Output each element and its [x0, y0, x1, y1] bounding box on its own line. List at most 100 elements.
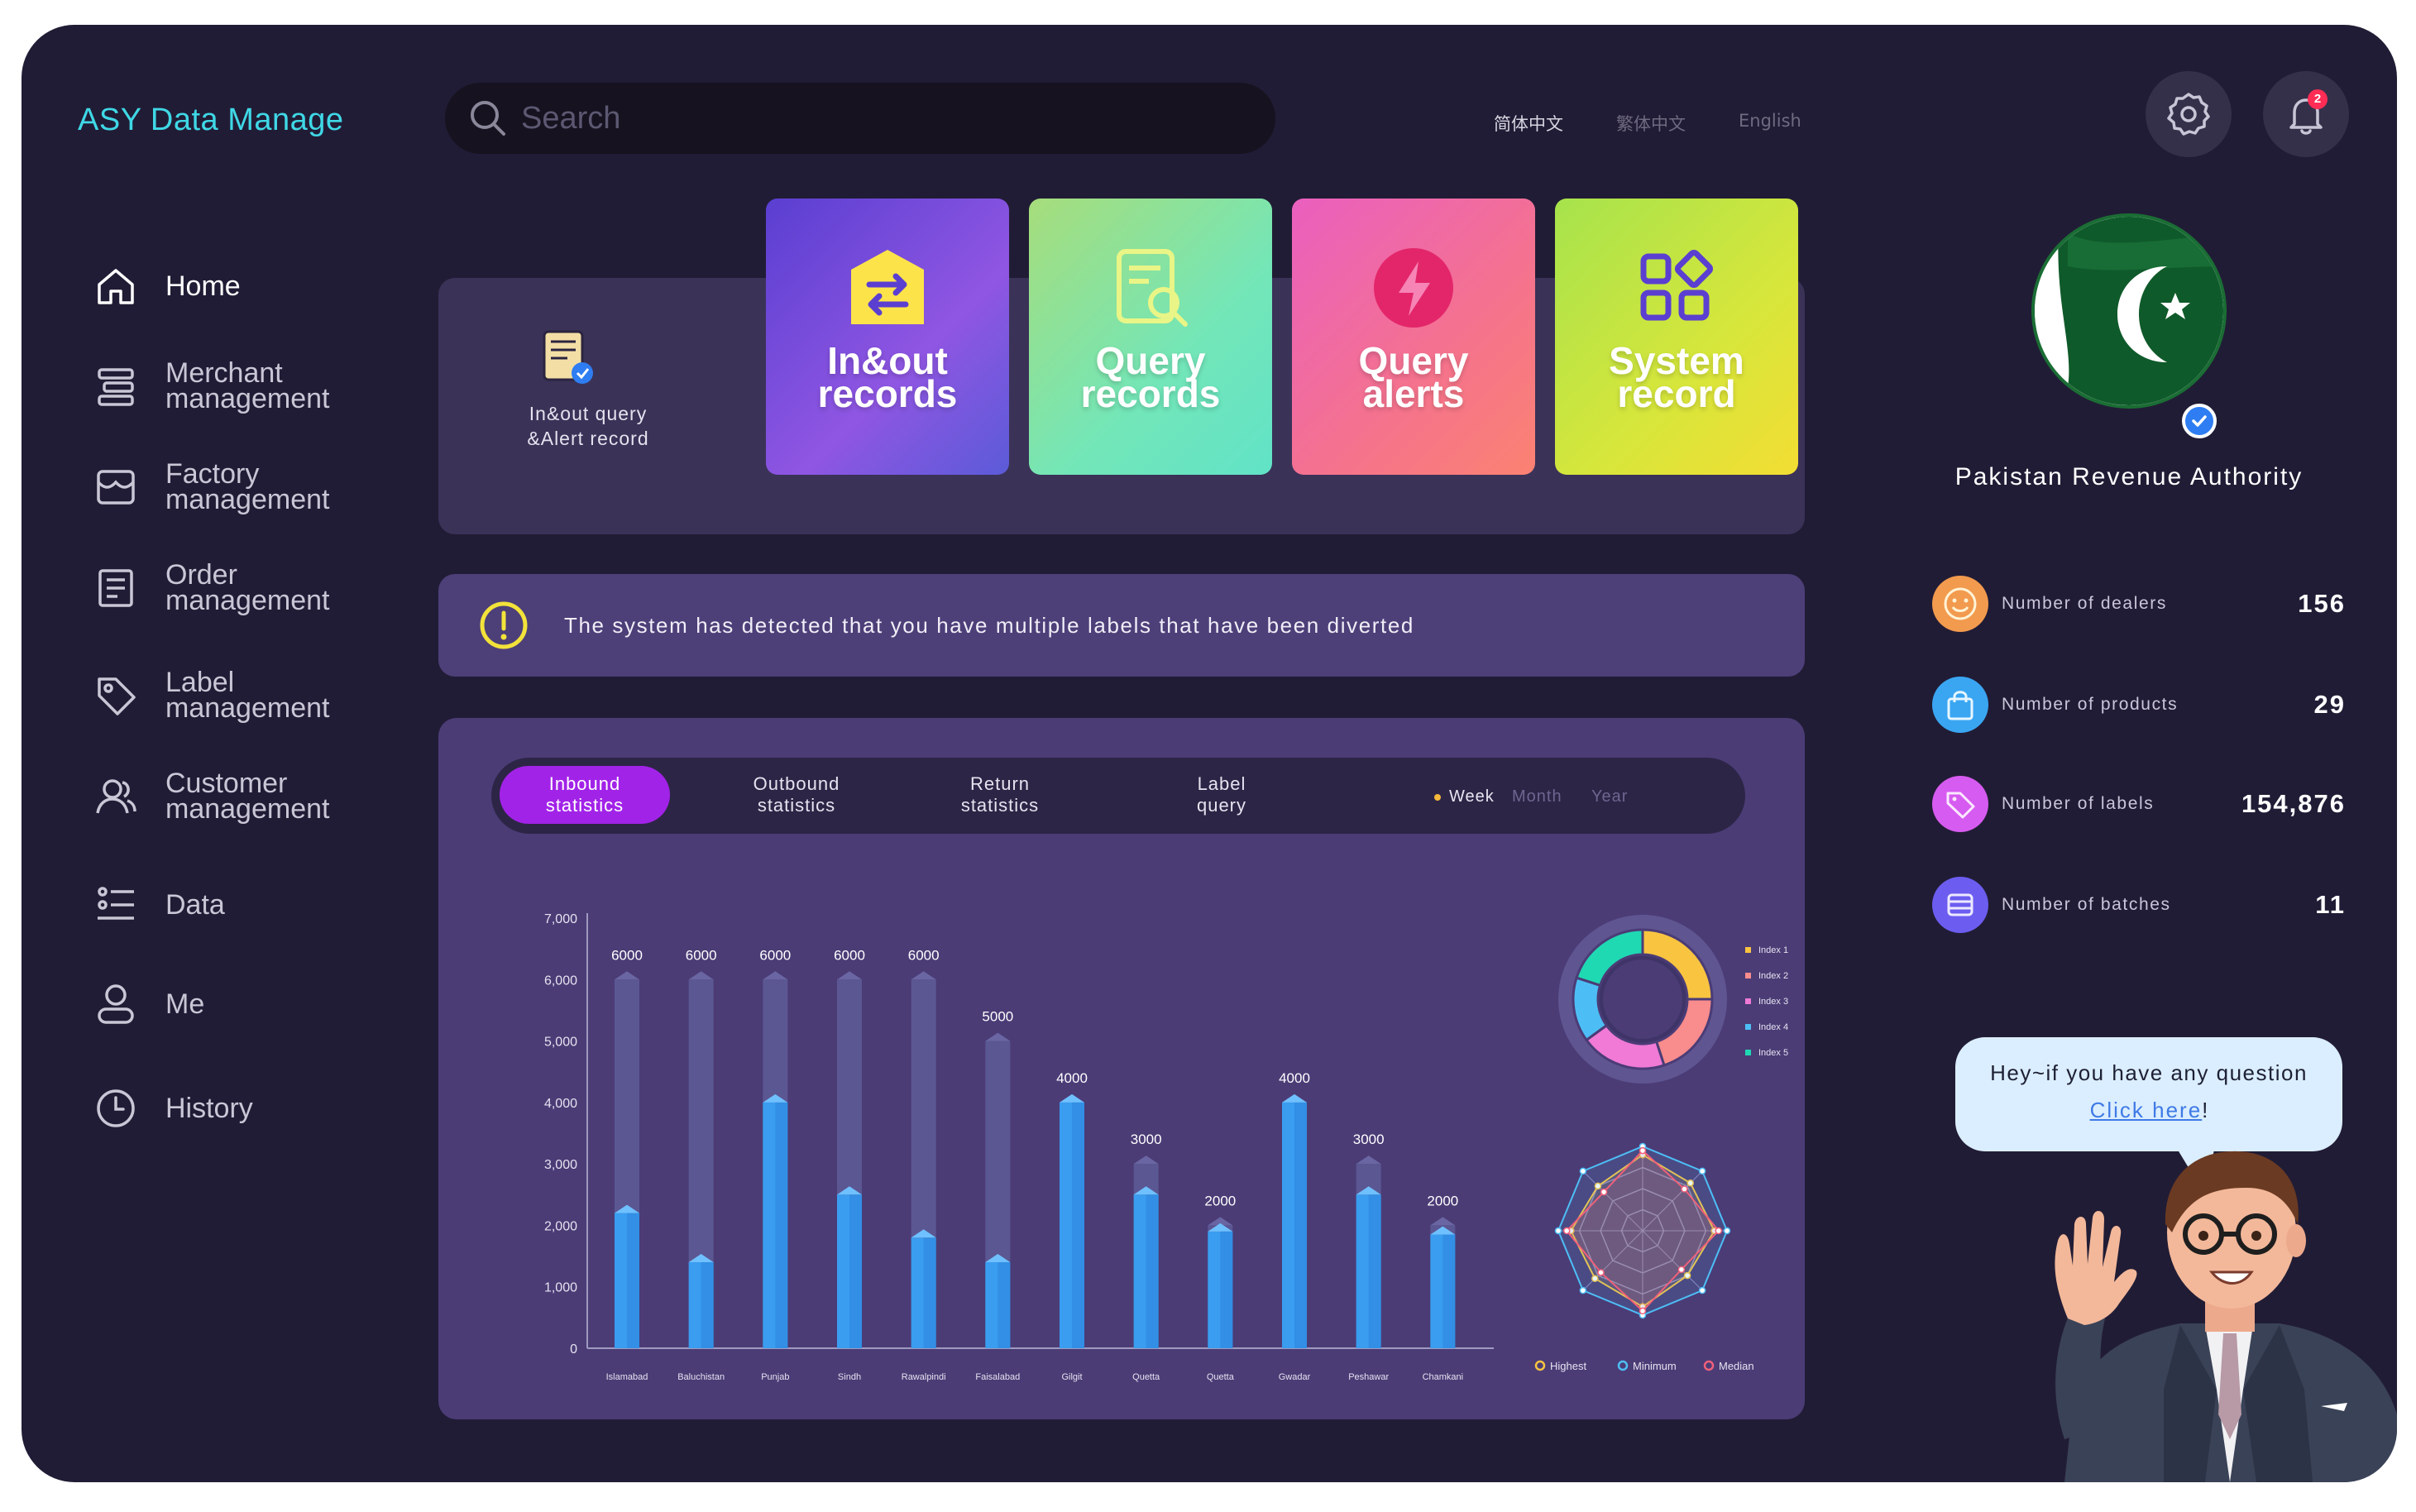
data-label: 5000	[982, 1009, 1013, 1025]
sidebar-item-data[interactable]: Data	[91, 880, 225, 930]
bar	[1356, 1194, 1381, 1348]
lightning-icon	[1374, 248, 1453, 328]
search-input[interactable]	[521, 100, 1232, 136]
metric-labels: Number of labels 154,876	[1932, 774, 2346, 834]
help-link[interactable]: Click here	[2089, 1098, 2203, 1122]
home-icon	[91, 261, 141, 311]
tab-return-statistics[interactable]: Return statistics	[960, 773, 1040, 816]
period-week[interactable]: Week	[1434, 787, 1495, 806]
metric-batches: Number of batches 11	[1932, 875, 2346, 935]
tab-label-query[interactable]: Label query	[1196, 773, 1247, 816]
data-label: 6000	[834, 947, 865, 963]
bar-background-cap	[985, 1032, 1011, 1041]
radar-point	[1579, 1167, 1587, 1175]
sidebar-item-label-management[interactable]: Label management	[91, 667, 330, 724]
sidebar-item-factory[interactable]: Factory management	[91, 458, 330, 515]
period-year[interactable]: Year	[1591, 787, 1629, 806]
bar-cap	[1282, 1093, 1307, 1103]
x-tick-label: Gilgit	[1061, 1372, 1082, 1382]
card-system-record[interactable]: System record	[1555, 199, 1798, 475]
radar-point	[1715, 1227, 1723, 1235]
statistics-charts: 0 1,000 2,000 3,000 4,000 5,000 6,000 7,000 6000…	[544, 912, 1788, 1382]
sidebar-item-label: Label management	[165, 667, 330, 724]
x-tick-label: Gwadar	[1279, 1372, 1311, 1382]
quick-panel-title: In&out query &Alert record	[527, 403, 649, 449]
data-label: 6000	[611, 947, 643, 963]
metric-label: Number of dealers	[2002, 594, 2167, 613]
card-label: System record	[1609, 339, 1744, 415]
radar-point	[1698, 1167, 1706, 1175]
radar-point	[1698, 1286, 1706, 1294]
factory-icon	[91, 462, 141, 512]
avatar[interactable]	[2031, 213, 2227, 409]
x-tick-label: Islamabad	[606, 1372, 648, 1382]
settings-button[interactable]	[2146, 71, 2232, 157]
radar-axis	[1642, 1230, 1703, 1291]
bar	[1282, 1102, 1307, 1348]
legend-swatch	[1617, 1360, 1629, 1371]
card-query-records[interactable]: Query records	[1029, 199, 1272, 475]
help-link-suffix: !	[2202, 1098, 2208, 1122]
metric-value: 11	[2315, 890, 2346, 919]
sidebar-item-label: Merchant management	[165, 357, 330, 414]
bar	[615, 1213, 639, 1348]
radar-point	[1639, 1146, 1647, 1155]
radar-point	[1639, 1307, 1647, 1315]
sidebar-item-merchant[interactable]: Merchant management	[91, 357, 330, 414]
bar-cap	[1356, 1186, 1381, 1195]
bar	[1133, 1194, 1159, 1348]
alert-banner[interactable]: The system has detected that you have mu…	[438, 574, 1805, 677]
data-label: 2000	[1204, 1193, 1236, 1208]
bell-icon	[2289, 98, 2323, 135]
x-tick-label: Rawalpindi	[902, 1372, 946, 1382]
data-icon	[91, 880, 141, 930]
user-icon	[91, 979, 141, 1029]
order-icon	[91, 563, 141, 613]
bar-background-cap	[1356, 1156, 1381, 1165]
lang-english[interactable]: English	[1739, 111, 1801, 131]
help-bubble: Hey~if you have any question Click here!	[1955, 1037, 2342, 1151]
app-window: ASY Data Manage 简体中文 繁体中文 English 2 Home	[22, 25, 2397, 1482]
radar-point	[1686, 1179, 1694, 1187]
bar-shade	[1072, 1102, 1084, 1348]
sidebar-item-label: Home	[165, 270, 241, 302]
data-label: 6000	[908, 947, 940, 963]
bar-shade	[997, 1262, 1011, 1348]
search-bar[interactable]	[445, 83, 1275, 154]
period-month[interactable]: Month	[1512, 787, 1562, 806]
lang-simplified-chinese[interactable]: 简体中文	[1494, 114, 1563, 134]
bar	[837, 1194, 862, 1348]
x-tick-label: Peshawar	[1348, 1372, 1389, 1382]
sidebar-item-home[interactable]: Home	[91, 261, 241, 311]
sidebar-item-order[interactable]: Order management	[91, 561, 329, 615]
notifications-button[interactable]: 2	[2263, 71, 2349, 157]
bar-background-cap	[688, 971, 714, 980]
search-icon	[471, 101, 505, 136]
tab-inbound-statistics[interactable]: Inbound statistics	[500, 766, 670, 824]
bar-background-cap	[837, 971, 862, 980]
bar-background-cap	[1133, 1156, 1159, 1165]
swap-icon	[851, 250, 924, 324]
bar-cap	[1430, 1226, 1456, 1235]
sidebar-item-history[interactable]: History	[91, 1084, 253, 1133]
lang-traditional-chinese[interactable]: 繁体中文	[1616, 114, 1686, 134]
sidebar-item-customer[interactable]: Customer management	[91, 769, 329, 823]
metric-value: 154,876	[2241, 789, 2346, 818]
bar	[763, 1102, 788, 1348]
tab-outbound-statistics[interactable]: Outbound statistics	[753, 773, 840, 816]
assistant-character[interactable]	[2040, 1141, 2397, 1482]
bar-shade	[1220, 1231, 1233, 1348]
sidebar-item-label: Factory management	[165, 458, 330, 515]
bar	[1430, 1234, 1456, 1348]
metric-value: 29	[2313, 690, 2346, 719]
sidebar-item-me[interactable]: Me	[91, 979, 204, 1029]
bar-cap	[1208, 1223, 1233, 1232]
legend-label: Index 5	[1758, 1048, 1788, 1058]
alert-message: The system has detected that you have mu…	[564, 612, 1414, 638]
legend-swatch	[1745, 1024, 1751, 1030]
card-query-alerts[interactable]: Query alerts	[1292, 199, 1535, 475]
data-label: 4000	[1056, 1070, 1088, 1086]
card-label: Query alerts	[1358, 339, 1469, 415]
card-inout-records[interactable]: In&out records	[766, 199, 1009, 475]
bar-background-cap	[763, 971, 788, 980]
